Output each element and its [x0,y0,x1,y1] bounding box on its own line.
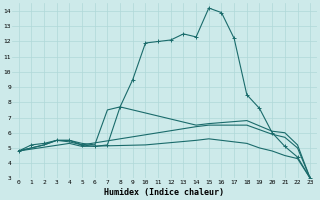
X-axis label: Humidex (Indice chaleur): Humidex (Indice chaleur) [104,188,224,197]
